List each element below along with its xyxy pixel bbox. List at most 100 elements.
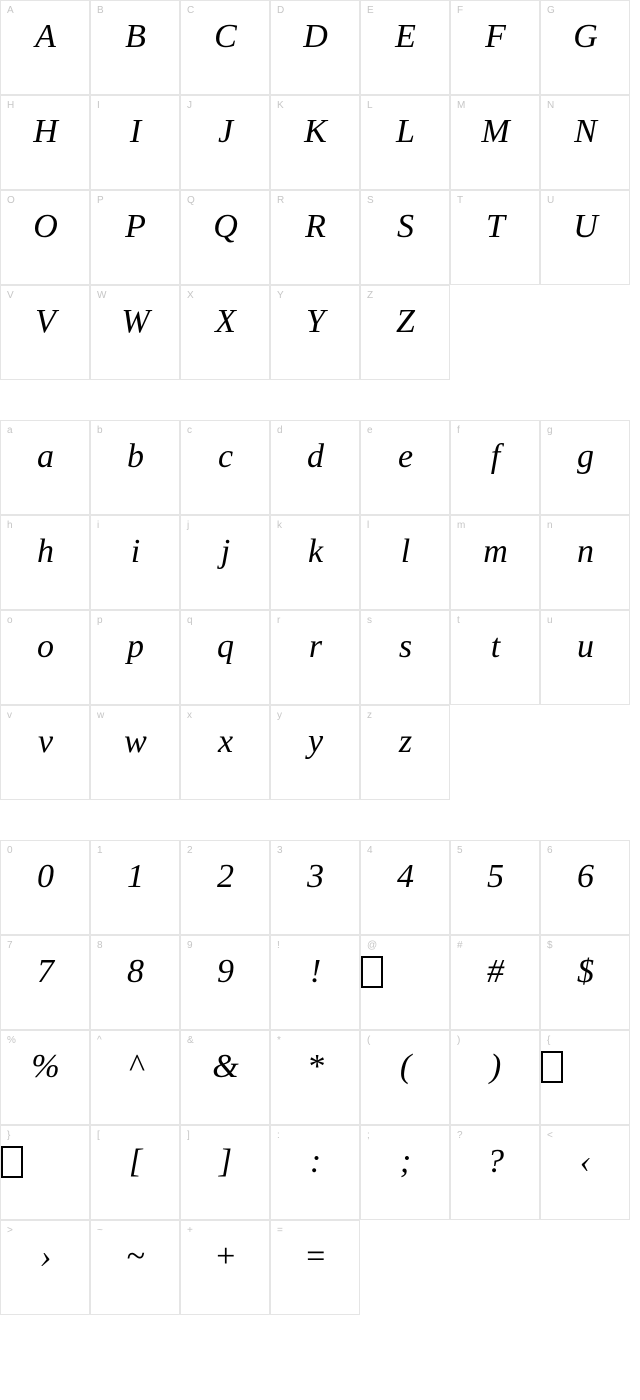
- glyph: V: [1, 292, 89, 352]
- glyph-cell: ]]: [180, 1125, 270, 1220]
- glyph-cell: &&: [180, 1030, 270, 1125]
- glyph-cell: ((: [360, 1030, 450, 1125]
- glyph-cell: ll: [360, 515, 450, 610]
- glyph: f: [451, 427, 539, 487]
- glyph-cell: ss: [360, 610, 450, 705]
- glyph-cell: FF: [450, 0, 540, 95]
- glyph-cell: kk: [270, 515, 360, 610]
- glyph: ;: [361, 1132, 449, 1192]
- glyph-cell: gg: [540, 420, 630, 515]
- glyph-cell: 77: [0, 935, 90, 1030]
- glyph: Z: [361, 292, 449, 352]
- cell-label: {: [547, 1035, 550, 1046]
- glyph-cell: ;;: [360, 1125, 450, 1220]
- glyph-cell: 99: [180, 935, 270, 1030]
- glyph-cell: nn: [540, 515, 630, 610]
- glyph: z: [361, 712, 449, 772]
- glyph: D: [271, 7, 359, 67]
- lowercase-section: aabbccddeeffgghhiijjkkllmmnnooppqqrrsstt…: [0, 420, 640, 800]
- glyph: ): [451, 1037, 539, 1097]
- glyph: N: [541, 102, 629, 162]
- glyph-cell: PP: [90, 190, 180, 285]
- glyph-cell: ww: [90, 705, 180, 800]
- glyph: O: [1, 197, 89, 257]
- glyph-cell: BB: [90, 0, 180, 95]
- glyph-cell: 66: [540, 840, 630, 935]
- glyph-cell: !!: [270, 935, 360, 1030]
- glyph: 7: [1, 942, 89, 1002]
- glyph-cell: ee: [360, 420, 450, 515]
- glyph: +: [181, 1227, 269, 1287]
- glyph-cell: CC: [180, 0, 270, 95]
- glyph: Y: [271, 292, 359, 352]
- glyph-cell: @: [360, 935, 450, 1030]
- glyph: c: [181, 427, 269, 487]
- glyph: L: [361, 102, 449, 162]
- glyph-cell: OO: [0, 190, 90, 285]
- glyph: u: [541, 617, 629, 677]
- glyph-cell: zz: [360, 705, 450, 800]
- glyph: E: [361, 7, 449, 67]
- glyph: K: [271, 102, 359, 162]
- glyph-cell: 88: [90, 935, 180, 1030]
- glyph-cell: [[: [90, 1125, 180, 1220]
- glyph: s: [361, 617, 449, 677]
- glyph: v: [1, 712, 89, 772]
- glyph: q: [181, 617, 269, 677]
- glyph: X: [181, 292, 269, 352]
- glyph: G: [541, 7, 629, 67]
- cell-label: @: [367, 940, 377, 951]
- glyph-cell: )): [450, 1030, 540, 1125]
- glyph-cell: 22: [180, 840, 270, 935]
- glyph-cell: VV: [0, 285, 90, 380]
- glyph: 3: [271, 847, 359, 907]
- glyph: U: [541, 197, 629, 257]
- glyph: H: [1, 102, 89, 162]
- glyph: 2: [181, 847, 269, 907]
- glyph: F: [451, 7, 539, 67]
- glyph: T: [451, 197, 539, 257]
- glyph-cell: tt: [450, 610, 540, 705]
- glyph-cell: YY: [270, 285, 360, 380]
- glyph: (: [361, 1037, 449, 1097]
- glyph-cell: ff: [450, 420, 540, 515]
- glyph: 8: [91, 942, 179, 1002]
- glyph: y: [271, 712, 359, 772]
- glyph-cell: ??: [450, 1125, 540, 1220]
- glyph-cell: qq: [180, 610, 270, 705]
- glyph-cell: MM: [450, 95, 540, 190]
- glyph: m: [451, 522, 539, 582]
- numbers-symbols-section: 00112233445566778899!!@##$$%%^^&&**(()){…: [0, 840, 640, 1315]
- glyph: r: [271, 617, 359, 677]
- glyph: :: [271, 1132, 359, 1192]
- glyph: w: [91, 712, 179, 772]
- glyph-cell: cc: [180, 420, 270, 515]
- glyph: 4: [361, 847, 449, 907]
- glyph-cell: yy: [270, 705, 360, 800]
- glyph-cell: EE: [360, 0, 450, 95]
- glyph-cell: }: [0, 1125, 90, 1220]
- glyph-cell: HH: [0, 95, 90, 190]
- glyph: i: [91, 522, 179, 582]
- glyph-cell: RR: [270, 190, 360, 285]
- glyph: *: [271, 1037, 359, 1097]
- glyph-cell: <‹: [540, 1125, 630, 1220]
- glyph: =: [271, 1227, 359, 1287]
- glyph: e: [361, 427, 449, 487]
- glyph-cell: ++: [180, 1220, 270, 1315]
- glyph-cell: NN: [540, 95, 630, 190]
- glyph-cell: xx: [180, 705, 270, 800]
- glyph-cell: 00: [0, 840, 90, 935]
- glyph-cell: rr: [270, 610, 360, 705]
- glyph-cell: ~~: [90, 1220, 180, 1315]
- glyph-cell: pp: [90, 610, 180, 705]
- glyph-cell: aa: [0, 420, 90, 515]
- glyph-cell: {: [540, 1030, 630, 1125]
- glyph: A: [1, 7, 89, 67]
- glyph: h: [1, 522, 89, 582]
- glyph: g: [541, 427, 629, 487]
- glyph-cell: hh: [0, 515, 90, 610]
- glyph: Q: [181, 197, 269, 257]
- glyph: 5: [451, 847, 539, 907]
- glyph: ?: [451, 1132, 539, 1192]
